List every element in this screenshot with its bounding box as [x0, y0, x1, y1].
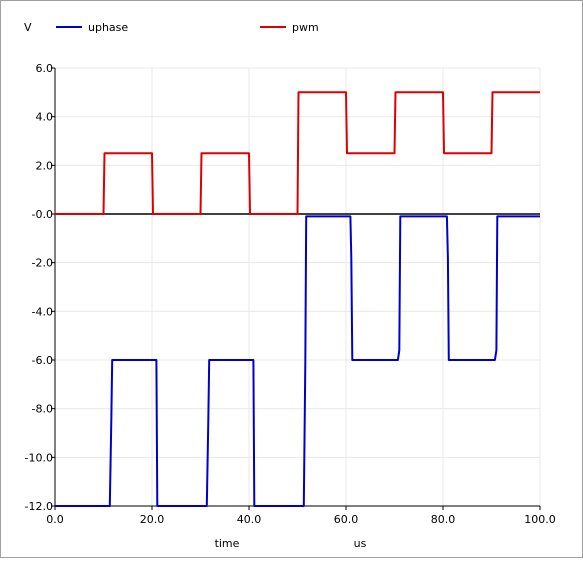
- legend-label-pwm: pwm: [292, 21, 319, 34]
- series-line-uphase: [55, 215, 540, 507]
- y-tick-label-5: -4.0: [32, 305, 53, 318]
- x-tick-label-2: 40.0: [237, 513, 262, 526]
- x-tick-label-3: 60.0: [334, 513, 359, 526]
- plot-area: [55, 91, 540, 507]
- legend: uphase pwm: [56, 21, 319, 34]
- x-tick-label-0: 0.0: [46, 513, 64, 526]
- tick-labels: 0.0 20.0 40.0 60.0 80.0 100.0 6.0 4.0 2.0 -0.0 -2.…: [25, 62, 556, 526]
- y-tick-label-0: 6.0: [36, 62, 54, 75]
- x-axis-unit: us: [354, 537, 367, 550]
- y-tick-label-8: -10.0: [25, 451, 53, 464]
- x-tick-label-4: 80.0: [431, 513, 456, 526]
- series-line-pwm: [55, 91, 540, 215]
- x-axis-label: time: [215, 537, 240, 550]
- x-tick-label-5: 100.0: [524, 513, 556, 526]
- y-tick-label-1: 4.0: [36, 111, 54, 124]
- y-tick-label-2: 2.0: [36, 159, 54, 172]
- y-tick-label-7: -8.0: [32, 403, 53, 416]
- y-tick-label-4: -2.0: [32, 257, 53, 270]
- x-tick-label-1: 20.0: [140, 513, 165, 526]
- y-tick-label-9: -12.0: [25, 500, 53, 513]
- y-tick-label-3: -0.0: [32, 208, 53, 221]
- y-axis-label: V: [24, 21, 32, 34]
- legend-label-uphase: uphase: [88, 21, 128, 34]
- y-tick-label-6: -6.0: [32, 354, 53, 367]
